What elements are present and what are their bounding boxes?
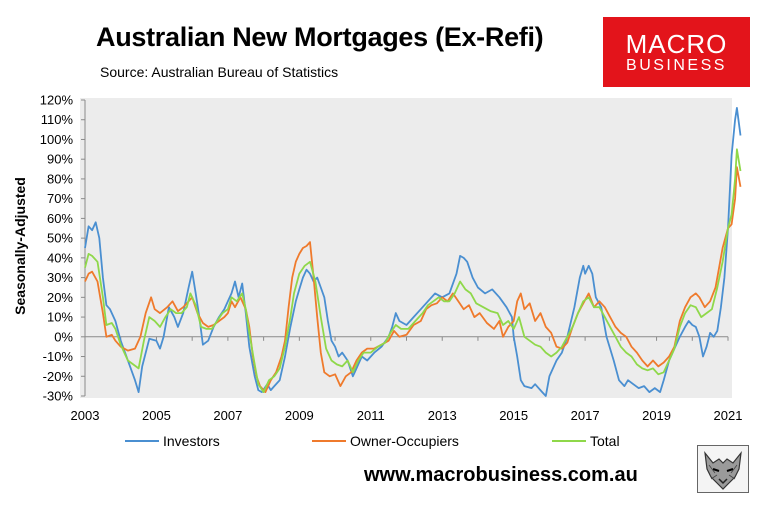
y-tick-label: 20% <box>47 290 73 305</box>
y-tick-label: 120% <box>40 93 74 108</box>
logo-line2: BUSINESS <box>626 57 727 74</box>
y-tick-label: 100% <box>40 132 74 147</box>
y-tick-label: 60% <box>47 211 73 226</box>
plot-area <box>80 98 732 398</box>
logo-line1: MACRO <box>625 29 728 59</box>
legend-label-owner-occupiers: Owner-Occupiers <box>350 433 459 449</box>
x-tick-label: 2017 <box>571 408 600 423</box>
x-tick-label: 2015 <box>499 408 528 423</box>
series-line-investors <box>84 107 742 397</box>
y-tick-label: 80% <box>47 171 73 186</box>
legend-label-investors: Investors <box>163 433 220 449</box>
y-tick-label: -20% <box>43 369 74 384</box>
x-tick-label: 2013 <box>428 408 457 423</box>
legend: Investors Owner-Occupiers Total <box>125 433 620 449</box>
x-tick-label: 2021 <box>714 408 743 423</box>
y-axis-label: Seasonally-Adjusted <box>12 177 28 315</box>
chart-subtitle: Source: Australian Bureau of Statistics <box>100 64 339 80</box>
x-tick-label: 2011 <box>357 408 385 423</box>
legend-label-total: Total <box>590 433 620 449</box>
x-tick-label: 2005 <box>142 408 171 423</box>
y-ticks: -30% -20% -10% 0% 10% 20% 30% 40% 50% 60% 70% 80% 90… <box>40 93 85 404</box>
y-tick-label: 10% <box>47 310 73 325</box>
y-tick-label: 70% <box>47 191 73 206</box>
y-tick-label: 30% <box>47 270 73 285</box>
chart-title: Australian New Mortgages (Ex-Refi) <box>96 22 544 52</box>
y-tick-label: 110% <box>41 112 74 127</box>
wolf-logo-icon <box>697 445 749 493</box>
y-tick-label: -30% <box>43 389 74 404</box>
website-url: www.macrobusiness.com.au <box>364 464 638 486</box>
x-tick-label: 2019 <box>642 408 671 423</box>
y-tick-label: -10% <box>43 349 74 364</box>
x-tick-label: 2003 <box>71 408 100 423</box>
x-ticks: 2003 2005 2007 2009 2011 2013 2015 2017 2019 2021 <box>71 336 743 423</box>
x-tick-label: 2009 <box>285 408 314 423</box>
y-tick-label: 0% <box>54 329 73 344</box>
series-line-total <box>84 148 742 393</box>
y-tick-label: 50% <box>47 231 73 246</box>
x-tick-label: 2007 <box>213 408 242 423</box>
macrobusiness-logo: MACRO BUSINESS <box>603 17 750 87</box>
y-tick-label: 40% <box>47 250 73 265</box>
y-tick-label: 90% <box>47 152 73 167</box>
series-lines <box>84 107 742 397</box>
